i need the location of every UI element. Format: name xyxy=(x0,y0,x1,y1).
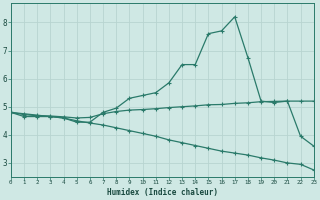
X-axis label: Humidex (Indice chaleur): Humidex (Indice chaleur) xyxy=(107,188,218,197)
